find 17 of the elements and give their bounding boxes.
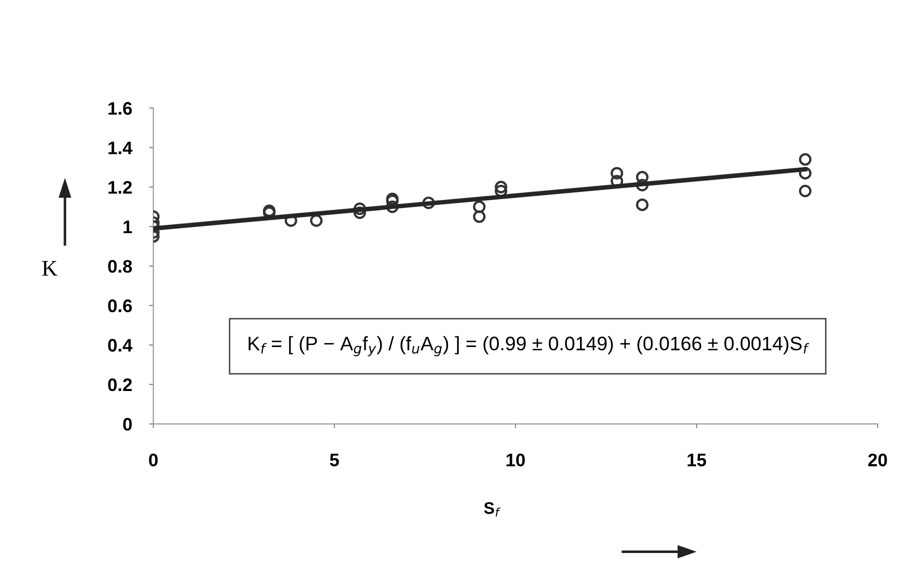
y-tick-label: 0.4 [108, 338, 132, 352]
x-tick-label: 0 [149, 454, 158, 466]
x-axis-title: S$_{f}$ [484, 502, 500, 517]
y-tick-label: 0.8 [108, 260, 132, 273]
text: K$_{f}$ = [ (P − A$_{g}$f$_{y}$) / (f$_{u}$A$_{g}$) ] = (0.99 ± 0.0149) + (0.0166 ± 0.0014)S$_{f}$ [248, 336, 810, 356]
x-tick-label: 15 [688, 454, 706, 466]
x-tick-label: 5 [330, 454, 339, 466]
y-tick-label: 1.6 [108, 102, 132, 115]
x-tick-label: 20 [868, 454, 887, 466]
x-tick-label: 10 [506, 454, 525, 466]
y-axis-title: K [42, 261, 58, 276]
y-tick-label: 1.4 [108, 142, 132, 154]
y-tick-label: 1.2 [108, 180, 132, 194]
y-tick-label: 0 [123, 418, 132, 431]
y-tick-label: 1 [124, 220, 132, 234]
y-tick-label: 0.6 [108, 299, 132, 312]
y-tick-label: 0.2 [108, 378, 132, 392]
